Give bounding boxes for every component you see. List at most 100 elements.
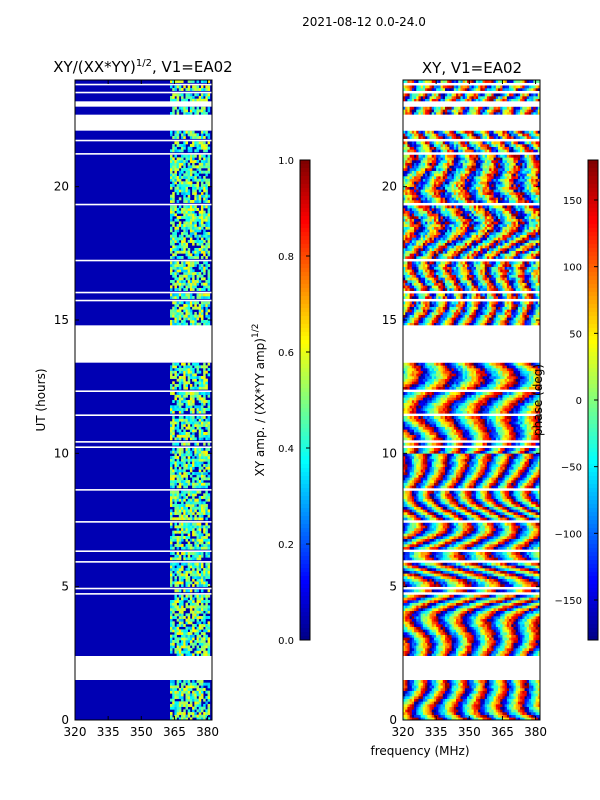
- amplitude-cell: [170, 208, 173, 211]
- phase-cell: [537, 696, 541, 699]
- amplitude-cell: [192, 538, 195, 542]
- amplitude-cell: [174, 314, 177, 318]
- amplitude-cell: [185, 157, 188, 161]
- phase-cell: [480, 608, 483, 611]
- phase-cell: [438, 605, 441, 609]
- phase-cell: [458, 616, 461, 619]
- phase-cell: [475, 709, 479, 713]
- phase-cell: [414, 610, 417, 614]
- amplitude-cell: [198, 154, 202, 158]
- phase-cell: [475, 653, 479, 657]
- amplitude-cell: [174, 544, 177, 547]
- phase-cell: [504, 653, 508, 657]
- amplitude-cell: [200, 605, 204, 609]
- amplitude-cell: [189, 285, 193, 289]
- phase-cell: [482, 600, 486, 603]
- amplitude-cell: [176, 368, 180, 371]
- amplitude-cell: [174, 629, 177, 633]
- phase-cell: [427, 688, 430, 691]
- phase-cell: [456, 688, 459, 691]
- amplitude-colorbar-step: [300, 416, 310, 421]
- amplitude-cell: [207, 408, 211, 411]
- amplitude-cell: [172, 232, 175, 235]
- amplitude-cell: [187, 405, 191, 409]
- amplitude-cell: [205, 594, 208, 598]
- amplitude-colorbar-step: [300, 600, 310, 605]
- amplitude-cell: [176, 642, 180, 646]
- phase-cell: [498, 696, 501, 699]
- amplitude-cell: [185, 426, 188, 430]
- amplitude-cell: [178, 693, 182, 697]
- phase-cell: [502, 624, 505, 627]
- phase-cell: [411, 629, 415, 633]
- amplitude-cell: [170, 216, 173, 219]
- phase-cell: [511, 618, 514, 622]
- phase-cell: [520, 621, 523, 625]
- amplitude-cell: [172, 485, 175, 489]
- amplitude-cell: [183, 365, 186, 369]
- amplitude-cell: [198, 314, 202, 318]
- phase-cell: [414, 648, 417, 651]
- amplitude-cell: [178, 184, 182, 187]
- amplitude-cell: [178, 410, 182, 414]
- phase-cell: [513, 618, 516, 622]
- phase-cell: [440, 605, 444, 609]
- phase-cell: [506, 698, 510, 702]
- phase-cell: [407, 634, 410, 638]
- phase-cell: [520, 632, 523, 635]
- phase-cell: [458, 602, 461, 606]
- phase-cell: [460, 640, 463, 643]
- phase-cell: [414, 613, 417, 617]
- amplitude-cell: [196, 554, 200, 558]
- phase-cell: [411, 714, 415, 718]
- phase-cell: [449, 693, 452, 697]
- amplitude-cell: [196, 573, 200, 577]
- phase-cell: [405, 642, 408, 646]
- amplitude-cell: [185, 584, 188, 587]
- amplitude-cell: [203, 288, 206, 291]
- amplitude-cell: [194, 285, 197, 289]
- amplitude-cell: [207, 546, 211, 550]
- amplitude-cell: [198, 640, 202, 643]
- phase-cell: [469, 629, 472, 633]
- amplitude-cell: [207, 712, 211, 715]
- amplitude-cell: [189, 170, 193, 174]
- phase-cell: [493, 688, 497, 691]
- amplitude-colorbar-step: [300, 168, 310, 173]
- phase-heatmap: [403, 80, 541, 721]
- amplitude-cell: [183, 362, 186, 366]
- phase-cell: [420, 717, 424, 721]
- phase-cell: [442, 682, 446, 686]
- amplitude-cell: [192, 314, 195, 318]
- amplitude-cell: [205, 653, 208, 657]
- amplitude-cell: [203, 525, 206, 529]
- amplitude-cell: [176, 648, 180, 651]
- phase-cell: [513, 709, 516, 713]
- amplitude-cell: [192, 226, 195, 230]
- phase-cell: [482, 696, 486, 699]
- amplitude-cell: [205, 528, 208, 531]
- amplitude-colorbar-step: [300, 516, 310, 521]
- phase-cell: [493, 610, 497, 614]
- phase-cell: [444, 605, 448, 609]
- amplitude-cell: [198, 266, 202, 270]
- amplitude-cell: [185, 637, 188, 641]
- phase-cell: [447, 682, 450, 686]
- amplitude-cell: [174, 301, 177, 305]
- phase-cell: [489, 616, 492, 619]
- phase-cell: [427, 714, 430, 718]
- amplitude-cell: [203, 392, 206, 395]
- amplitude-cell: [198, 280, 202, 283]
- amplitude-cell: [181, 322, 184, 326]
- amplitude-cell: [196, 650, 200, 654]
- amplitude-cell: [189, 168, 193, 171]
- amplitude-cell: [198, 568, 202, 571]
- amplitude-colorbar-step: [300, 304, 310, 309]
- amplitude-cell: [174, 634, 177, 638]
- phase-cell: [491, 701, 494, 705]
- phase-cell: [444, 653, 448, 657]
- amplitude-cell: [183, 213, 186, 217]
- phase-cell: [524, 618, 528, 622]
- amplitude-cell: [194, 429, 197, 433]
- amplitude-cell: [207, 648, 211, 651]
